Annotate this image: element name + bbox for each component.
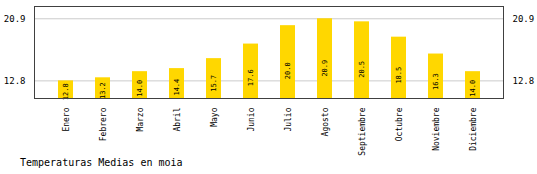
svg-text:Enero: Enero (62, 107, 71, 131)
svg-text:14.4: 14.4 (173, 79, 181, 96)
svg-text:15.7: 15.7 (210, 75, 218, 92)
svg-text:20.9: 20.9 (4, 14, 26, 24)
svg-text:20.5: 20.5 (358, 61, 366, 78)
svg-text:20.0: 20.0 (284, 62, 292, 79)
svg-text:Julio: Julio (284, 107, 293, 131)
svg-text:13.2: 13.2 (99, 82, 107, 99)
svg-text:Marzo: Marzo (136, 107, 145, 131)
svg-text:14.0: 14.0 (136, 80, 144, 97)
svg-text:20.9: 20.9 (321, 60, 329, 77)
svg-text:12.8: 12.8 (513, 76, 535, 86)
svg-text:Abril: Abril (173, 107, 182, 131)
svg-text:Diciembre: Diciembre (469, 107, 478, 151)
svg-text:Septiembre: Septiembre (358, 107, 367, 155)
svg-text:Noviembre: Noviembre (432, 107, 441, 151)
html-text:Temperaturas Medias en moia: Temperaturas Medias en moia (20, 157, 183, 168)
svg-text:Agosto: Agosto (321, 107, 330, 136)
svg-text:12.8: 12.8 (62, 83, 70, 100)
svg-text:Mayo: Mayo (210, 107, 219, 126)
svg-text:Junio: Junio (247, 107, 256, 131)
svg-text:14.0: 14.0 (469, 80, 477, 97)
svg-text:12.8: 12.8 (4, 76, 26, 86)
svg-text:20.9: 20.9 (513, 14, 535, 24)
svg-text:Octubre: Octubre (395, 107, 404, 141)
svg-text:16.3: 16.3 (432, 73, 440, 90)
svg-text:Febrero: Febrero (99, 107, 108, 141)
svg-text:18.5: 18.5 (395, 67, 403, 84)
svg-text:17.6: 17.6 (247, 69, 255, 86)
